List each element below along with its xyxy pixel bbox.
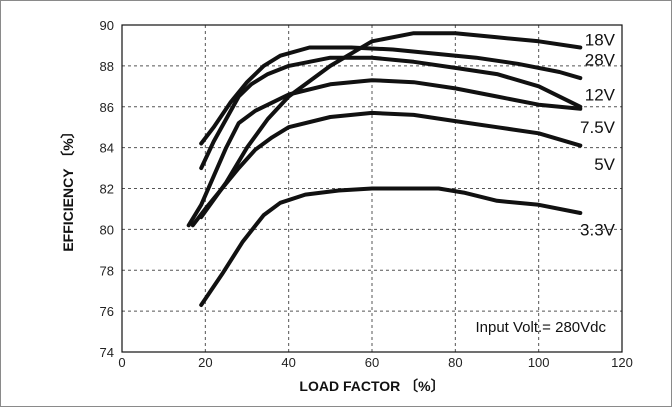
series-label-12V: 12V bbox=[585, 85, 616, 104]
tick-labels: 0 20 40 60 80 100 120 74 76 78 80 82 84 86 88 90 bbox=[100, 18, 633, 370]
y-tick-label: 80 bbox=[100, 222, 114, 237]
series-line-12V bbox=[199, 55, 583, 171]
y-tick-label: 74 bbox=[100, 345, 114, 360]
series-line-7.5V bbox=[186, 78, 583, 228]
y-tick-label: 90 bbox=[100, 18, 114, 33]
series-label-7.5V: 7.5V bbox=[580, 118, 616, 137]
series-line-3.3V bbox=[199, 186, 583, 307]
x-tick-label: 100 bbox=[528, 355, 550, 370]
y-tick-label: 86 bbox=[100, 100, 114, 115]
y-axis-label: EFFICIENCY 〔%〕 bbox=[60, 124, 76, 251]
input-voltage-annotation: Input Volt.= 280Vdc bbox=[475, 319, 606, 336]
series-label-28V: 28V bbox=[585, 51, 616, 70]
y-tick-label: 76 bbox=[100, 304, 114, 319]
x-tick-label: 20 bbox=[198, 355, 212, 370]
y-tick-label: 84 bbox=[100, 141, 114, 156]
x-tick-label: 120 bbox=[611, 355, 633, 370]
series-labels: 18V 28V 12V 7.5V 5V 3.3V bbox=[580, 30, 616, 239]
series-label-18V: 18V bbox=[585, 30, 616, 49]
x-tick-label: 60 bbox=[365, 355, 379, 370]
series-line-28V bbox=[199, 45, 583, 146]
x-tick-label: 0 bbox=[118, 355, 125, 370]
y-tick-label: 78 bbox=[100, 263, 114, 278]
plot-area bbox=[121, 24, 623, 353]
series-label-5V: 5V bbox=[594, 155, 615, 174]
x-tick-label: 80 bbox=[448, 355, 462, 370]
series-line-18V bbox=[199, 31, 583, 220]
x-tick-label: 40 bbox=[281, 355, 295, 370]
series-label-3.3V: 3.3V bbox=[580, 220, 616, 239]
y-tick-label: 88 bbox=[100, 59, 114, 74]
series-line-5V bbox=[190, 110, 583, 228]
y-tick-label: 82 bbox=[100, 182, 114, 197]
series-lines bbox=[186, 31, 583, 307]
x-axis-label: LOAD FACTOR 〔%〕 bbox=[299, 378, 444, 394]
